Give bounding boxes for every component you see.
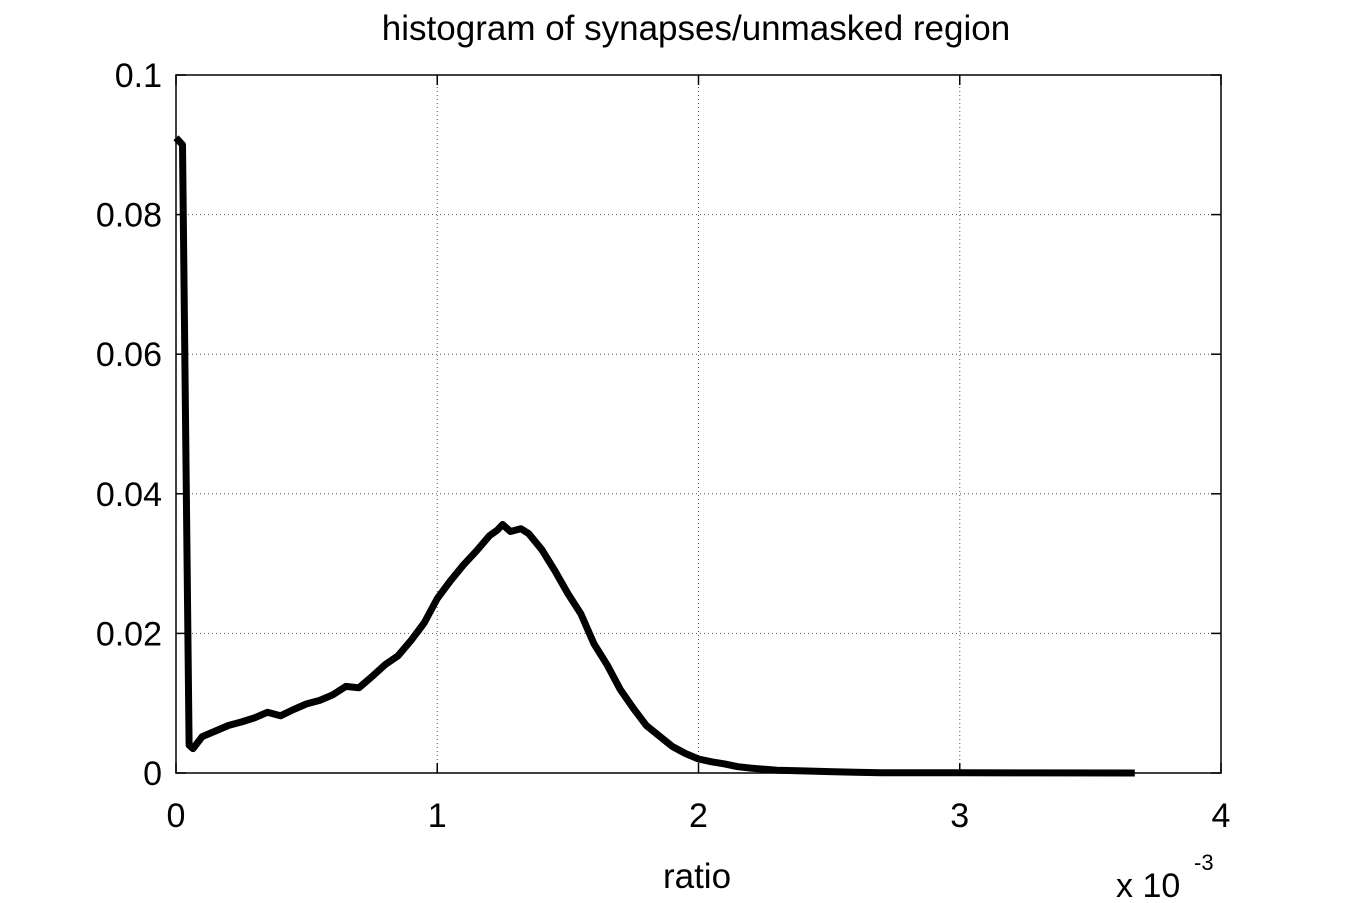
y-tick-label: 0.06	[96, 336, 162, 374]
x-tick-label: 3	[950, 797, 969, 835]
x-axis-label: ratio	[663, 857, 731, 896]
x-multiplier-label: x 10	[1116, 867, 1180, 903]
y-tick-label: 0.1	[115, 57, 162, 95]
y-tick-label: 0.04	[96, 476, 162, 514]
y-tick-label: 0.02	[96, 615, 162, 653]
grid-layer	[176, 75, 1221, 773]
x-tick-label: 1	[428, 797, 447, 835]
chart-title: histogram of synapses/unmasked region	[382, 9, 1010, 48]
series-line	[173, 135, 1135, 777]
x-tick-label: 0	[167, 797, 186, 835]
x-tick-label: 2	[689, 797, 708, 835]
x-tick-label: 4	[1212, 797, 1231, 835]
label-layer: 0 1 2 3 4 0 0.02 0.04 0.06 0.08 0.1	[96, 57, 1231, 835]
tick-layer	[175, 74, 1222, 774]
y-tick-label: 0	[143, 755, 162, 793]
line-layer	[173, 135, 1135, 777]
y-tick-label: 0.08	[96, 197, 162, 235]
x-multiplier-exponent: -3	[1194, 850, 1214, 875]
